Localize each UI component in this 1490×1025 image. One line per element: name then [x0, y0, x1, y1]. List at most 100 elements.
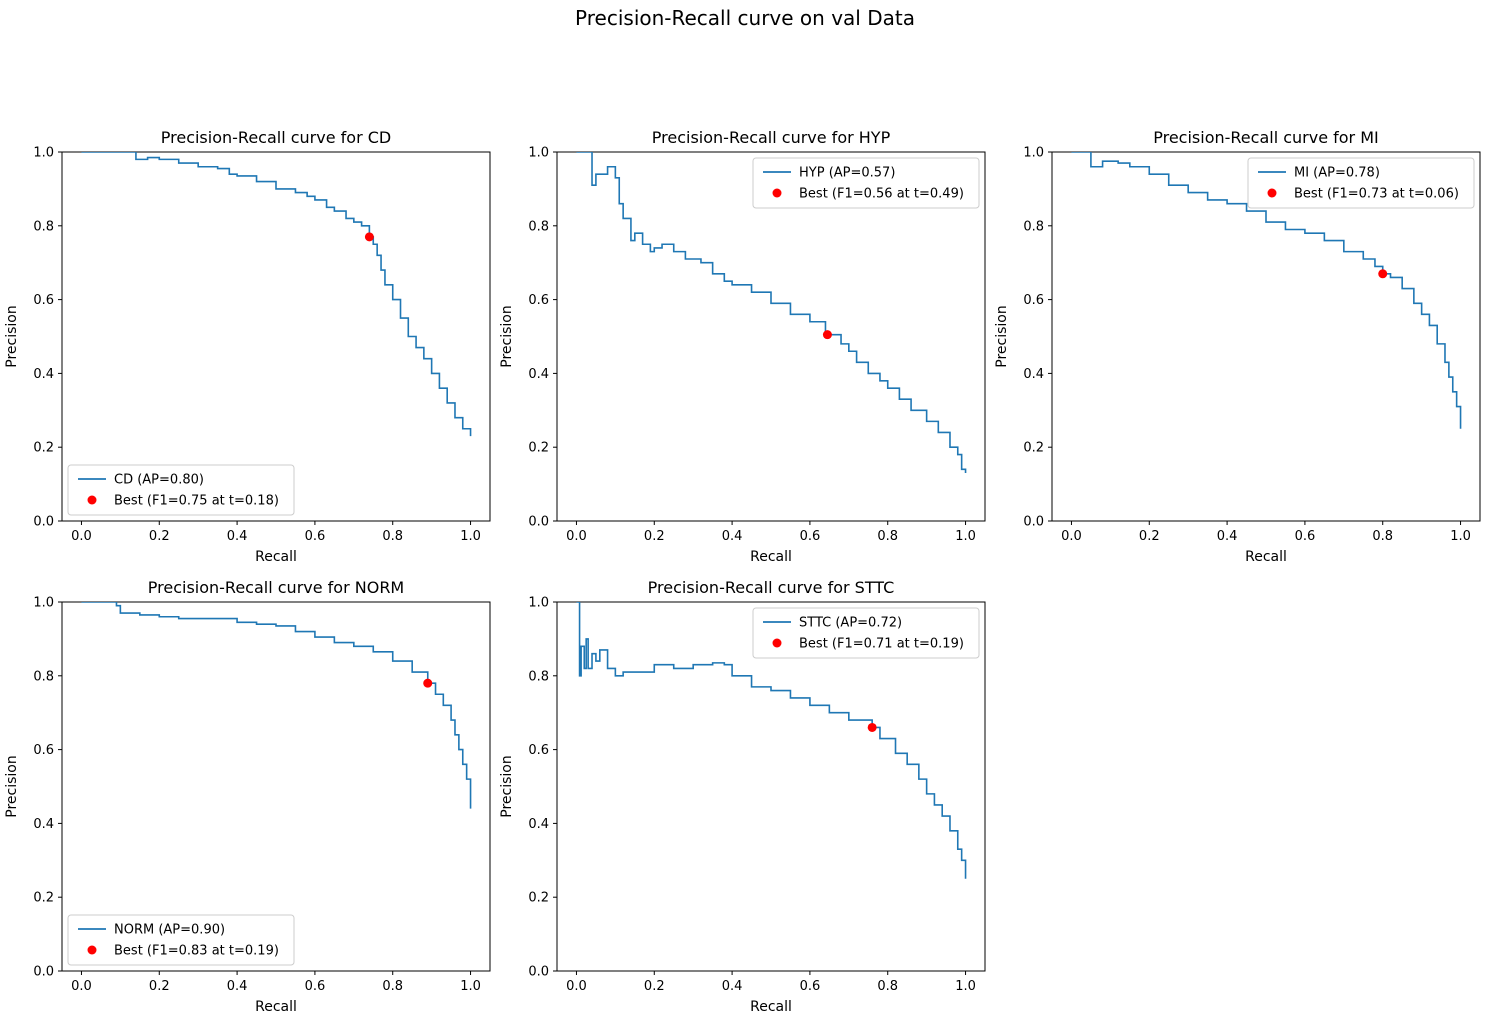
pr-curve-line: [81, 602, 472, 809]
legend: HYP (AP=0.57) Best (F1=0.56 at t=0.49): [752, 157, 980, 209]
subplot-title: Precision-Recall curve for MI: [1153, 128, 1379, 147]
subplot-title: Precision-Recall curve for NORM: [148, 578, 404, 597]
legend-label: MI (AP=0.78): [1294, 166, 1380, 181]
y-tick-label: 0.6: [33, 293, 54, 308]
subplot-title: Precision-Recall curve for CD: [161, 128, 391, 147]
y-tick-label: 0.2: [33, 441, 54, 456]
legend-label: NORM (AP=0.90): [114, 923, 225, 938]
y-tick-label: 0.6: [1023, 293, 1044, 308]
y-tick-label: 0.4: [528, 817, 549, 832]
legend-label: HYP (AP=0.57): [799, 166, 895, 181]
x-axis-label: Recall: [255, 999, 297, 1015]
x-tick-label: 0.8: [382, 529, 403, 544]
y-tick-label: 1.0: [1023, 146, 1044, 161]
y-tick-label: 0.8: [528, 669, 549, 684]
y-tick-label: 0.8: [33, 219, 54, 234]
axes-frame: [1051, 151, 1481, 522]
legend-point-marker: [87, 945, 97, 955]
x-tick-label: 0.0: [1061, 529, 1082, 544]
x-tick-label: 0.2: [149, 529, 170, 544]
subplot-title: Precision-Recall curve for STTC: [648, 578, 895, 597]
legend: STTC (AP=0.72) Best (F1=0.71 at t=0.19): [752, 607, 980, 659]
x-tick-label: 0.4: [227, 529, 248, 544]
y-tick-label: 1.0: [528, 596, 549, 611]
legend: NORM (AP=0.90) Best (F1=0.83 at t=0.19): [67, 914, 295, 966]
x-tick-label: 1.0: [460, 979, 481, 994]
y-tick-label: 0.4: [528, 367, 549, 382]
y-tick-label: 0.2: [528, 891, 549, 906]
best-f1-point: [822, 330, 832, 340]
x-tick-label: 0.8: [877, 979, 898, 994]
y-tick-label: 0.8: [528, 219, 549, 234]
y-tick-label: 0.8: [1023, 219, 1044, 234]
y-tick-label: 0.0: [33, 965, 54, 980]
y-tick-label: 1.0: [528, 146, 549, 161]
y-tick-label: 0.2: [33, 891, 54, 906]
x-axis-label: Recall: [255, 549, 297, 565]
legend-point-marker: [87, 495, 97, 505]
best-f1-point: [364, 232, 374, 242]
legend-label: Best (F1=0.71 at t=0.19): [799, 637, 964, 652]
x-tick-label: 1.0: [955, 979, 976, 994]
x-tick-label: 0.2: [1139, 529, 1160, 544]
subplot-mi: Precision-Recall curve for MI 0.0 0.2 0.4 0.…: [994, 128, 1481, 565]
y-axis-label: Precision: [994, 305, 1010, 367]
pr-curve-line: [81, 152, 472, 437]
x-tick-label: 0.0: [71, 979, 92, 994]
legend-point-marker: [772, 188, 782, 198]
x-tick-label: 0.6: [305, 979, 326, 994]
legend-box: [67, 464, 295, 516]
legend-label: Best (F1=0.75 at t=0.18): [114, 494, 279, 509]
legend-label: Best (F1=0.83 at t=0.19): [114, 944, 279, 959]
axes-frame: [556, 151, 986, 522]
x-tick-label: 0.2: [149, 979, 170, 994]
y-tick-label: 1.0: [33, 146, 54, 161]
subplot-cd: Precision-Recall curve for CD 0.0 0.2 0.4 0.…: [4, 128, 491, 565]
best-f1-point: [867, 722, 877, 732]
y-tick-label: 0.8: [33, 669, 54, 684]
legend-point-marker: [1267, 188, 1277, 198]
x-tick-label: 0.2: [644, 529, 665, 544]
legend-box: [752, 157, 980, 209]
x-tick-label: 0.0: [566, 979, 587, 994]
pr-curve-line: [576, 602, 967, 879]
x-tick-label: 0.0: [566, 529, 587, 544]
x-tick-label: 0.4: [722, 529, 743, 544]
legend-box: [752, 607, 980, 659]
legend: CD (AP=0.80) Best (F1=0.75 at t=0.18): [67, 464, 295, 516]
y-tick-label: 0.2: [528, 441, 549, 456]
y-axis-label: Precision: [4, 305, 20, 367]
x-tick-label: 0.6: [800, 529, 821, 544]
x-tick-label: 0.0: [71, 529, 92, 544]
legend-label: Best (F1=0.73 at t=0.06): [1294, 187, 1459, 202]
y-tick-label: 0.4: [33, 817, 54, 832]
axes-frame: [61, 151, 491, 522]
pr-curve-line: [576, 152, 967, 474]
x-tick-label: 0.6: [800, 979, 821, 994]
y-axis-label: Precision: [499, 755, 515, 817]
x-tick-label: 0.4: [722, 979, 743, 994]
x-tick-label: 1.0: [955, 529, 976, 544]
y-axis-label: Precision: [4, 755, 20, 817]
x-tick-label: 1.0: [1450, 529, 1471, 544]
x-tick-label: 0.4: [227, 979, 248, 994]
x-axis-label: Recall: [750, 549, 792, 565]
y-tick-label: 0.2: [1023, 441, 1044, 456]
x-tick-label: 0.6: [1295, 529, 1316, 544]
subplot-title: Precision-Recall curve for HYP: [652, 128, 891, 147]
legend: MI (AP=0.78) Best (F1=0.73 at t=0.06): [1247, 157, 1475, 209]
legend-label: CD (AP=0.80): [114, 473, 204, 488]
x-tick-label: 0.4: [1217, 529, 1238, 544]
axes-frame: [61, 601, 491, 972]
y-tick-label: 0.6: [33, 743, 54, 758]
y-tick-label: 0.6: [528, 743, 549, 758]
x-axis-label: Recall: [750, 999, 792, 1015]
subplot-sttc: Precision-Recall curve for STTC 0.0 0.2 0.4…: [499, 578, 986, 1015]
legend-point-marker: [772, 638, 782, 648]
best-f1-point: [423, 678, 433, 688]
subplot-hyp: Precision-Recall curve for HYP 0.0 0.2 0.4 0…: [499, 128, 986, 565]
subplot-norm: Precision-Recall curve for NORM 0.0 0.2 0.4…: [4, 578, 491, 1015]
y-tick-label: 0.4: [33, 367, 54, 382]
y-tick-label: 0.0: [528, 515, 549, 530]
